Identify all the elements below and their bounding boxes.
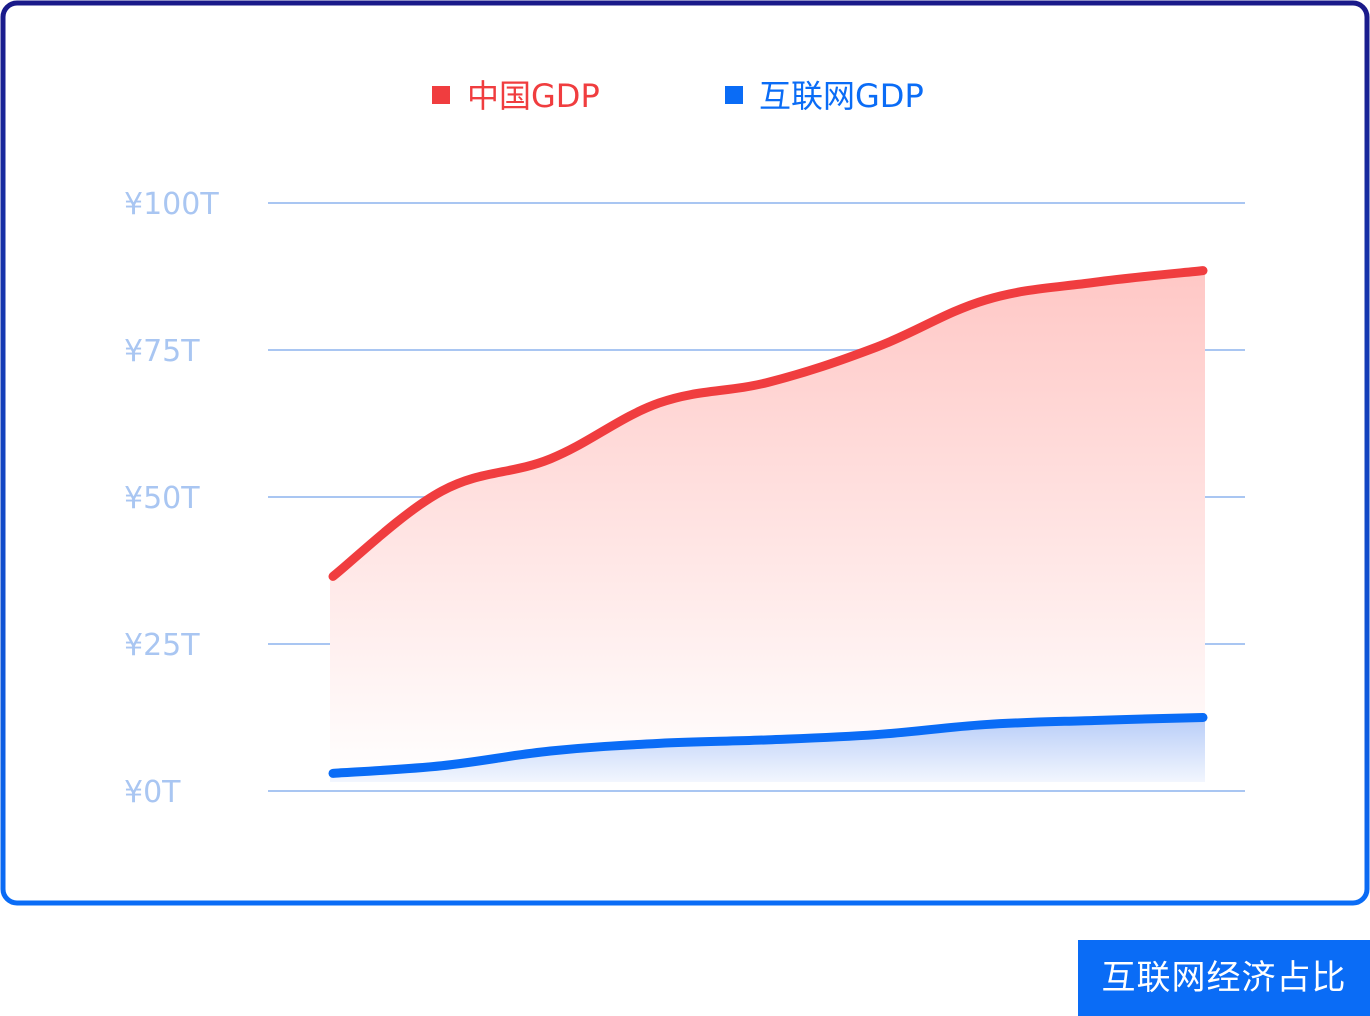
y-tick-label: ¥25T (124, 628, 200, 663)
series-areas (330, 270, 1205, 782)
y-tick-label: ¥75T (124, 334, 200, 369)
legend-swatch (432, 86, 450, 104)
legend-label: 互联网GDP (759, 77, 924, 115)
y-tick-label: ¥100T (124, 187, 219, 222)
chart-card: ¥0T ¥25T ¥50T ¥75T ¥100T 中国GDP 互联网GDP (0, 0, 1370, 906)
internet-gdp-line (328, 713, 1208, 778)
y-tick-label: ¥50T (124, 481, 200, 516)
legend-item-internet-gdp: 互联网GDP (725, 77, 924, 115)
legend-label: 中国GDP (467, 77, 600, 115)
internet-economy-share-badge[interactable]: 互联网经济占比 (1078, 940, 1370, 1016)
china-gdp-line (328, 266, 1208, 581)
gdp-area-chart: ¥0T ¥25T ¥50T ¥75T ¥100T 中国GDP 互联网GDP (0, 0, 1370, 906)
internet-gdp-area (330, 717, 1205, 782)
legend-item-china-gdp: 中国GDP (432, 77, 600, 115)
y-axis-ticks: ¥0T ¥25T ¥50T ¥75T ¥100T (124, 187, 219, 810)
china-gdp-area (330, 270, 1205, 782)
legend-swatch (725, 86, 743, 104)
legend: 中国GDP 互联网GDP (432, 77, 924, 115)
y-tick-label: ¥0T (124, 775, 181, 810)
series-lines (328, 266, 1208, 778)
